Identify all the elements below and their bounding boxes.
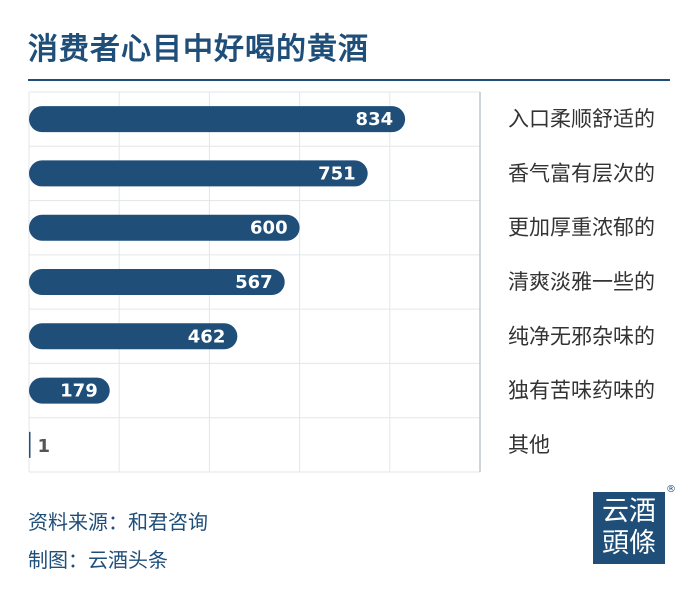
bar <box>29 269 285 295</box>
category-label: 入口柔顺舒适的 <box>508 107 655 131</box>
category-label: 其他 <box>508 433 550 457</box>
logo-text-line2: 頭條 <box>602 528 656 559</box>
chart-title: 消费者心目中好喝的黄酒 <box>28 32 369 67</box>
brand-logo: 云酒 頭條 <box>593 492 665 564</box>
source-note: 资料来源：和君咨询 <box>28 510 208 534</box>
data-label: 751 <box>318 163 356 184</box>
data-label: 600 <box>250 218 288 239</box>
data-label: 834 <box>356 109 394 130</box>
bar <box>29 160 368 187</box>
bar <box>29 214 300 241</box>
registered-mark: ® <box>666 484 676 495</box>
bar <box>29 377 110 404</box>
bar <box>29 431 31 458</box>
title-divider <box>28 79 670 81</box>
bar <box>29 106 406 133</box>
maker-note: 制图：云酒头条 <box>28 548 168 572</box>
category-label: 纯净无邪杂味的 <box>508 324 655 348</box>
bar <box>29 323 238 350</box>
category-label: 独有苦味药味的 <box>508 379 655 403</box>
data-label: 462 <box>188 326 226 347</box>
data-label: 179 <box>60 381 98 402</box>
data-label: 567 <box>235 272 273 293</box>
category-label: 更加厚重浓郁的 <box>508 216 655 240</box>
data-label: 1 <box>37 436 50 457</box>
category-label: 清爽淡雅一些的 <box>508 270 655 294</box>
logo-text-line1: 云酒 <box>602 496 656 527</box>
category-label: 香气富有层次的 <box>508 161 655 185</box>
